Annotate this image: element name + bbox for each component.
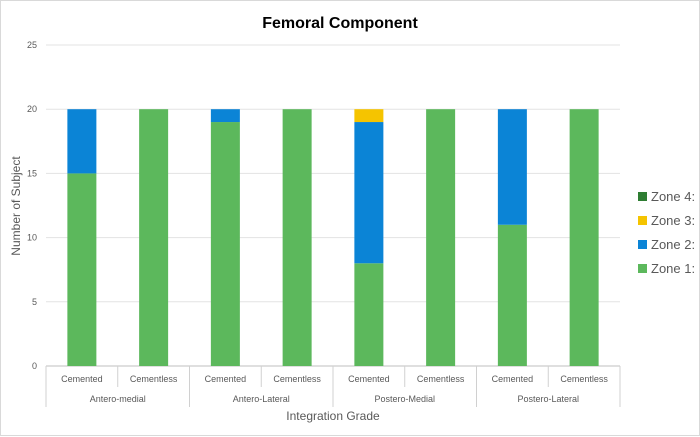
y-tick-label: 0 [32, 361, 37, 371]
y-tick-label: 20 [27, 104, 37, 114]
x-category-label: Cementless [417, 374, 465, 384]
bar-segment [569, 109, 599, 366]
x-category-label: Cementless [130, 374, 178, 384]
bar-segment [67, 173, 97, 366]
legend: Zone 4: Zone 3: Zone 2: Zone 1: [638, 189, 695, 276]
x-group-label: Antero-medial [90, 394, 146, 404]
bars [67, 109, 599, 366]
gridlines [46, 44, 620, 367]
bar-segment [67, 109, 97, 174]
x-group-label: Antero-Lateral [233, 394, 290, 404]
x-category-label: Cementless [560, 374, 608, 384]
bar-segment [497, 109, 527, 225]
bar-segment [354, 109, 384, 123]
x-category-label: Cemented [61, 374, 103, 384]
legend-swatch [638, 216, 647, 225]
y-tick-label: 15 [27, 168, 37, 178]
legend-label: Zone 2: [651, 237, 695, 252]
bar-segment [426, 109, 456, 366]
y-tick-label: 5 [32, 297, 37, 307]
y-axis-title: Number of Subject [9, 156, 23, 256]
bar-segment [210, 122, 240, 366]
x-group-label: Postero-Medial [374, 394, 435, 404]
chart-title: Femoral Component [262, 15, 418, 32]
legend-swatch [638, 240, 647, 249]
x-category-label: Cementless [273, 374, 321, 384]
x-category-label: Cemented [348, 374, 390, 384]
bar-segment [497, 224, 527, 366]
x-category-label: Cemented [205, 374, 247, 384]
legend-label: Zone 1: [651, 261, 695, 276]
x-axis: Cemented Cementless Cemented Cementless Ceme… [45, 366, 621, 407]
y-tick-label: 10 [27, 233, 37, 243]
bar-segment [354, 263, 384, 366]
y-axis-tick-labels: 0 5 10 15 20 25 [27, 40, 37, 371]
y-tick-label: 25 [27, 40, 37, 50]
bar-segment [354, 122, 384, 264]
bar-segment [282, 109, 312, 366]
legend-swatch [638, 192, 647, 201]
bar-segment [210, 109, 240, 123]
x-group-label: Postero-Lateral [517, 394, 579, 404]
x-category-label: Cemented [492, 374, 534, 384]
bar-segment [139, 109, 169, 366]
legend-swatch [638, 264, 647, 273]
legend-label: Zone 4: [651, 189, 695, 204]
legend-label: Zone 3: [651, 213, 695, 228]
x-axis-title: Integration Grade [286, 409, 380, 423]
